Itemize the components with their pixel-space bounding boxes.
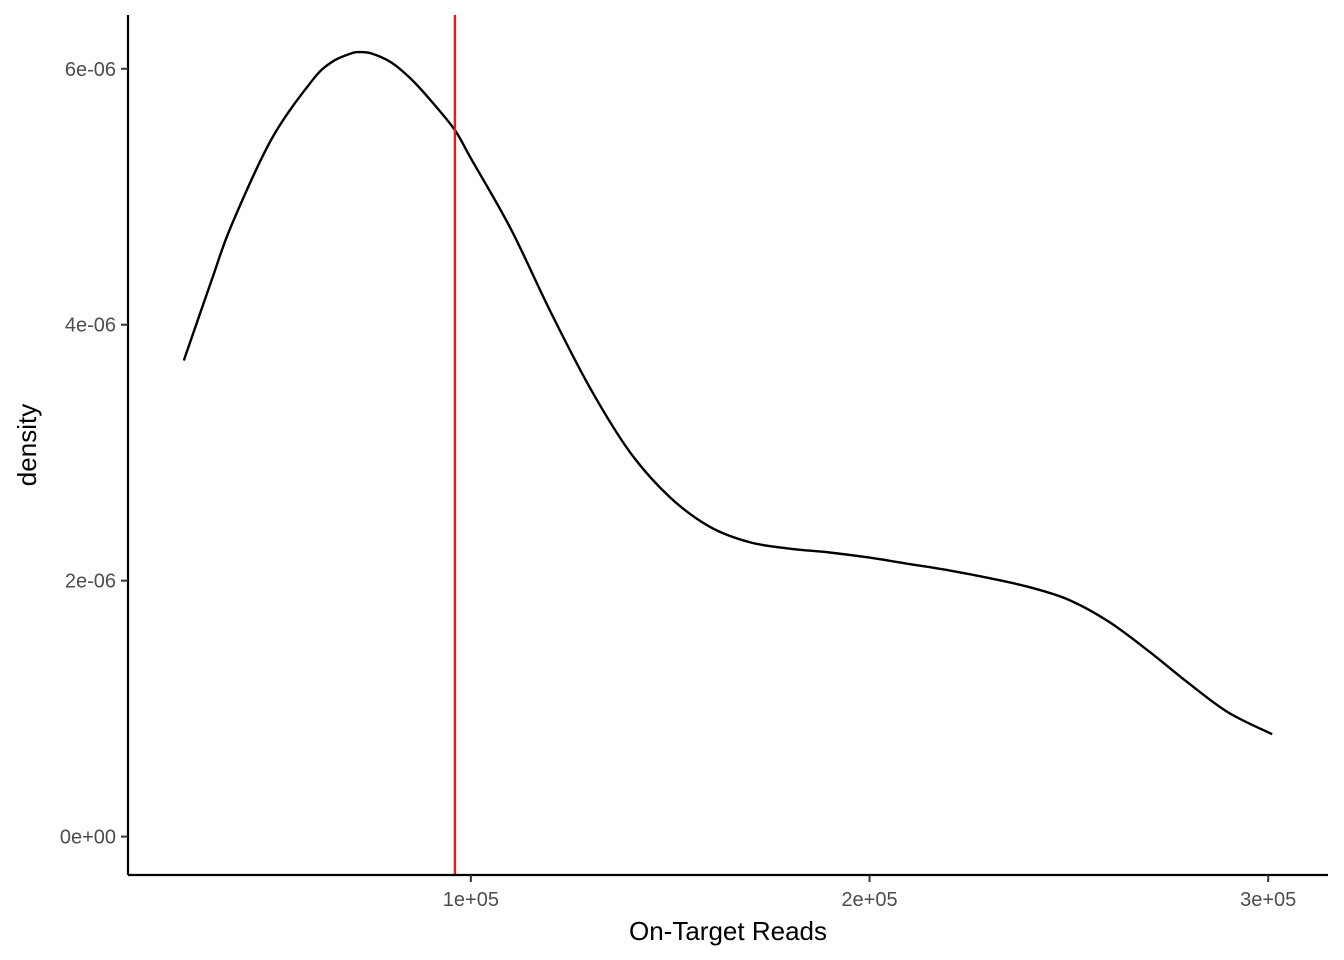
y-tick-label: 0e+00 [60,827,116,849]
y-axis-ticks: 0e+00 2e-06 4e-06 6e-06 [60,59,128,849]
y-tick-label: 2e-06 [65,571,116,593]
y-axis-title: density [12,404,42,486]
x-tick-label: 3e+05 [1240,889,1296,911]
x-tick-label: 1e+05 [443,889,499,911]
y-tick-label: 6e-06 [65,59,116,81]
density-curve [182,50,1273,736]
x-axis-title: On-Target Reads [629,916,827,946]
x-axis-ticks: 1e+05 2e+05 3e+05 [443,875,1296,911]
plot-area [182,15,1273,875]
y-tick-label: 4e-06 [65,315,116,337]
x-tick-label: 2e+05 [841,889,897,911]
